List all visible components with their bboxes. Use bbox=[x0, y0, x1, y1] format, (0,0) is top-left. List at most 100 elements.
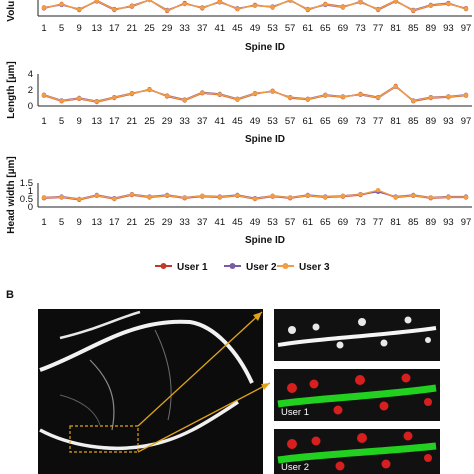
series-point-user3 bbox=[288, 0, 293, 3]
legend-user3-marker bbox=[282, 263, 289, 269]
inset-user1-spine bbox=[309, 379, 319, 389]
series-point-user3 bbox=[147, 87, 152, 92]
series-point-user3 bbox=[411, 98, 416, 104]
inset-user2-spine bbox=[403, 431, 413, 441]
series-point-user3 bbox=[200, 90, 205, 96]
x-tick-label: 81 bbox=[390, 217, 401, 228]
x-tick-label: 13 bbox=[91, 116, 102, 127]
x-tick-label: 65 bbox=[320, 23, 331, 34]
x-tick-label: 53 bbox=[267, 217, 278, 228]
series-point-user3 bbox=[59, 194, 64, 200]
series-point-user3 bbox=[182, 1, 187, 6]
x-tick-label: 21 bbox=[127, 23, 138, 34]
x-tick-label: 9 bbox=[77, 23, 82, 34]
micrograph bbox=[38, 309, 263, 474]
legend: User 1 User 2 User 3 bbox=[155, 262, 330, 273]
x-tick-label: 9 bbox=[77, 116, 82, 127]
series-point-user3 bbox=[77, 96, 82, 101]
series-point-user3 bbox=[340, 193, 346, 199]
series-point-user3 bbox=[358, 0, 363, 5]
inset-user2: User 2 bbox=[274, 429, 440, 474]
x-tick-label: 77 bbox=[373, 217, 384, 228]
zoom-arrow-upper bbox=[137, 311, 263, 427]
series-point-user3 bbox=[59, 2, 64, 7]
series-point-user3 bbox=[340, 4, 346, 10]
inset-user2-dendrite bbox=[277, 442, 437, 464]
x-tick-label: 85 bbox=[408, 116, 419, 127]
series-point-user3 bbox=[358, 192, 363, 197]
x-tick-label: 25 bbox=[144, 116, 155, 127]
series-point-user3 bbox=[235, 6, 240, 11]
series-point-user3 bbox=[463, 194, 469, 200]
inset-raw-dendrite bbox=[277, 326, 437, 347]
x-tick-label: 41 bbox=[215, 217, 226, 228]
inset-user2-spine bbox=[311, 436, 321, 446]
charts-group: 1 5 9 13 17 21 25 29 33 37 41 45 49 53 57 61 65 69 73 77 81 8… bbox=[6, 0, 472, 246]
series-point-user3 bbox=[288, 195, 293, 200]
inset-raw-spine bbox=[380, 339, 388, 347]
series-point-user3 bbox=[147, 194, 152, 200]
y-tick-label: 0.5 bbox=[20, 194, 33, 205]
inset-raw-spine bbox=[312, 323, 320, 331]
x-tick-label: 69 bbox=[338, 116, 349, 127]
series-point-user3 bbox=[446, 1, 451, 6]
x-tick-label: 9 bbox=[77, 217, 82, 228]
x-tick-label: 5 bbox=[59, 116, 64, 127]
x-tick-label: 37 bbox=[197, 116, 208, 127]
x-tick-label: 29 bbox=[162, 23, 173, 34]
x-tick-label: 73 bbox=[355, 116, 366, 127]
x-tick-label: 61 bbox=[302, 116, 313, 127]
x-tick-label: 41 bbox=[215, 23, 226, 34]
series-point-user3 bbox=[217, 0, 222, 5]
series-point-user3 bbox=[112, 7, 117, 12]
series-point-user3 bbox=[77, 7, 82, 12]
inset-raw-spine bbox=[425, 337, 431, 343]
inset-user1: User 1 bbox=[274, 369, 440, 421]
inset-raw bbox=[274, 309, 440, 361]
x-tick-label: 89 bbox=[426, 217, 437, 228]
x-tick-label: 61 bbox=[302, 23, 313, 34]
series-point-user3 bbox=[217, 92, 222, 97]
x-tick-label: 13 bbox=[91, 217, 102, 228]
series-point-user3 bbox=[358, 92, 363, 97]
x-tick-label: 49 bbox=[250, 116, 261, 127]
series-point-user3 bbox=[147, 0, 152, 3]
series-point-user3 bbox=[305, 7, 310, 12]
series-point-user3 bbox=[463, 93, 469, 98]
zoom-arrow-lower-head bbox=[261, 383, 270, 390]
series-point-user3 bbox=[323, 194, 328, 200]
y-axis-title: Length [µm] bbox=[6, 61, 17, 118]
series-point-user3 bbox=[112, 95, 117, 100]
x-tick-label: 45 bbox=[232, 116, 243, 127]
inset-user2-spine bbox=[335, 461, 345, 471]
x-tick-label: 93 bbox=[443, 217, 454, 228]
x-tick-label: 73 bbox=[355, 23, 366, 34]
series-point-user3 bbox=[94, 193, 100, 198]
dendrite-faint-2 bbox=[154, 329, 172, 421]
series-point-user3 bbox=[182, 97, 187, 103]
series-point-user3 bbox=[112, 196, 117, 201]
x-tick-label: 37 bbox=[197, 23, 208, 34]
y-tick-label: 0 bbox=[28, 202, 33, 213]
x-tick-label: 1 bbox=[41, 217, 46, 228]
zoom-arrows bbox=[137, 311, 271, 453]
x-tick-label: 57 bbox=[285, 116, 296, 127]
inset-user1-dendrite bbox=[277, 384, 437, 408]
dendrite-branch-upper bbox=[59, 310, 141, 340]
x-tick-label: 45 bbox=[232, 217, 243, 228]
series-point-user3 bbox=[305, 97, 310, 102]
series-point-user3 bbox=[393, 84, 398, 89]
series-point-user3 bbox=[428, 3, 433, 8]
x-tick-label: 93 bbox=[443, 23, 454, 34]
x-tick-label: 37 bbox=[197, 217, 208, 228]
x-tick-label: 29 bbox=[162, 217, 173, 228]
x-axis-title: Spine ID bbox=[245, 42, 285, 53]
inset-user1-label: User 1 bbox=[281, 407, 309, 418]
x-tick-label: 81 bbox=[390, 116, 401, 127]
x-tick-label: 1 bbox=[41, 23, 46, 34]
x-tick-label: 53 bbox=[267, 23, 278, 34]
series-point-user3 bbox=[41, 93, 47, 98]
y-tick-label: 0 bbox=[28, 101, 33, 112]
x-tick-label: 69 bbox=[338, 23, 349, 34]
